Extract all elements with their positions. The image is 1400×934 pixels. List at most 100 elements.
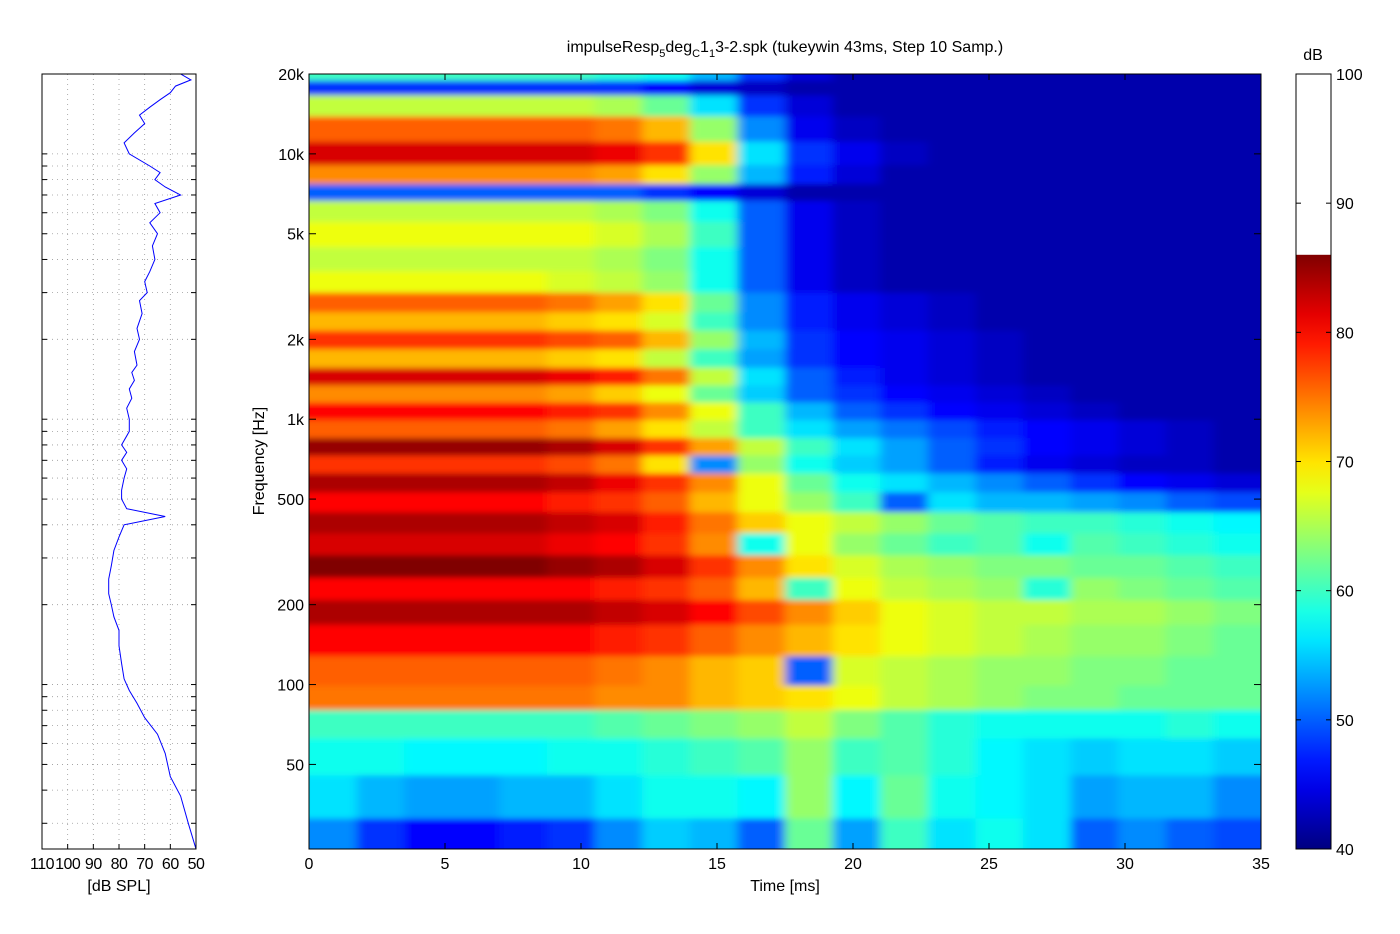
heat-cell [404, 455, 453, 474]
heat-cell [785, 655, 834, 686]
heat-cell [737, 270, 786, 293]
x-tick-label: 10 [572, 856, 590, 873]
heat-cell [356, 270, 405, 293]
heat-cell [547, 115, 596, 142]
heat-cell [547, 817, 596, 849]
heat-cell [689, 577, 738, 601]
heat-cell [1070, 348, 1119, 368]
heat-cell [1165, 577, 1214, 601]
heat-cell [975, 80, 1024, 96]
heat-cell [785, 94, 834, 117]
heat-cell [1070, 817, 1119, 849]
heat-cell [1118, 817, 1167, 849]
heat-cell [404, 74, 453, 81]
heat-cell [547, 655, 596, 686]
heat-cell [737, 511, 786, 534]
heat-cell [451, 577, 500, 601]
heat-cell [689, 624, 738, 657]
heat-cell [975, 221, 1024, 248]
colorbar-tick-label: 50 [1336, 713, 1354, 730]
heat-cell [451, 292, 500, 313]
heat-cell [642, 183, 691, 201]
heat-cell [1023, 532, 1072, 556]
heat-cell [451, 200, 500, 222]
heat-cell [309, 115, 358, 142]
heat-cell [975, 292, 1024, 313]
heat-cell [1213, 80, 1261, 96]
heat-cell [1070, 183, 1119, 201]
heat-cell [975, 685, 1024, 711]
heat-cell [785, 737, 834, 776]
heat-cell [737, 774, 786, 819]
heat-cell [499, 455, 548, 474]
heat-cell [499, 511, 548, 534]
heat-cell [356, 709, 405, 739]
colorbar-tick-label: 40 [1336, 842, 1354, 859]
heat-cell [975, 94, 1024, 117]
heat-cell [880, 384, 929, 403]
heat-cell [832, 183, 881, 201]
heat-cell [1070, 599, 1119, 625]
x-tick-label: 30 [1116, 856, 1134, 873]
heat-cell [404, 709, 453, 739]
heat-cell [1118, 183, 1167, 201]
heat-cell [309, 292, 358, 313]
heat-cell [737, 246, 786, 272]
heat-cell [642, 311, 691, 331]
heat-cell [785, 367, 834, 386]
heat-cell [927, 709, 976, 739]
heat-cell [832, 624, 881, 657]
heat-cell [1213, 472, 1261, 493]
heat-cell [1023, 554, 1072, 578]
heat-cell [880, 774, 929, 819]
heat-cell [1213, 624, 1261, 657]
colorbar-title: dB [1303, 47, 1323, 64]
heat-cell [642, 709, 691, 739]
heat-cell [737, 330, 786, 350]
heat-cell [1070, 115, 1119, 142]
heat-cell [356, 311, 405, 331]
heat-cell [1165, 511, 1214, 534]
heat-cell [737, 348, 786, 368]
heat-cell [404, 401, 453, 421]
heat-cell [1023, 311, 1072, 331]
heat-cell [689, 270, 738, 293]
heat-cell [1118, 115, 1167, 142]
heat-cell [1118, 164, 1167, 185]
heat-cell [451, 183, 500, 201]
heat-cell [356, 384, 405, 403]
heat-cell [309, 200, 358, 222]
heat-cell [356, 737, 405, 776]
heat-cell [1165, 330, 1214, 350]
heat-cell [832, 80, 881, 96]
heat-cell [356, 685, 405, 711]
heat-cell [1070, 164, 1119, 185]
heat-cell [356, 74, 405, 81]
heat-cell [1165, 624, 1214, 657]
heat-cell [975, 491, 1024, 513]
heat-cell [832, 685, 881, 711]
heat-cell [832, 437, 881, 456]
heat-cell [927, 401, 976, 421]
heat-cell [642, 221, 691, 248]
heat-cell [785, 472, 834, 493]
heat-cell [1070, 74, 1119, 81]
heat-cell [451, 311, 500, 331]
y-axis-label: Frequency [Hz] [251, 407, 268, 515]
heat-cell [642, 401, 691, 421]
heat-cell [927, 655, 976, 686]
heat-cell [356, 367, 405, 386]
heat-cell [451, 532, 500, 556]
heat-cell [975, 270, 1024, 293]
heat-cell [451, 599, 500, 625]
heat-cell [499, 221, 548, 248]
heat-cell [975, 624, 1024, 657]
heat-cell [1118, 141, 1167, 166]
heat-cell [880, 577, 929, 601]
heat-cell [1023, 577, 1072, 601]
heat-cell [927, 292, 976, 313]
heat-cell [499, 80, 548, 96]
heat-cell [832, 141, 881, 166]
heat-cell [1023, 491, 1072, 513]
heat-cell [832, 94, 881, 117]
